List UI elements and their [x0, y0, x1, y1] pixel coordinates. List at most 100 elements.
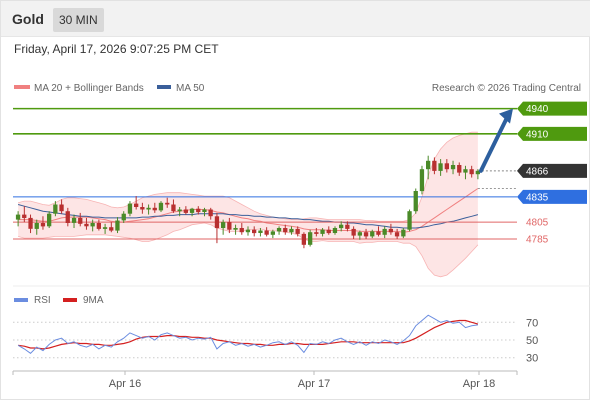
- candle-body: [202, 209, 207, 212]
- candle-body: [258, 230, 263, 233]
- candle-body: [463, 169, 468, 173]
- candle-body: [15, 214, 21, 220]
- candle-body: [134, 203, 139, 207]
- candle-body: [140, 207, 145, 210]
- level-tag-4866: [517, 163, 587, 178]
- candle-body: [376, 231, 381, 235]
- candle-body: [127, 203, 133, 214]
- candle-body: [270, 231, 275, 235]
- candle-body: [183, 209, 188, 213]
- ma20-legend-swatch: [14, 85, 30, 89]
- price-pane: 4940 4910 4866 4835 4805 4785: [13, 101, 587, 278]
- candle-body: [65, 211, 70, 223]
- candle-body: [407, 211, 412, 230]
- rsi-ma-legend-swatch: [63, 298, 77, 302]
- x-tick-label: Apr 16: [109, 378, 141, 390]
- candle-body: [413, 191, 418, 212]
- bollinger-band: [18, 132, 478, 277]
- candle-body: [59, 204, 64, 212]
- candle-body: [115, 220, 120, 231]
- candle-body: [475, 170, 480, 175]
- projection-arrow-shaft: [478, 113, 510, 173]
- ma50-legend-label: MA 50: [176, 83, 205, 94]
- candle-body: [146, 207, 151, 210]
- candle-body: [432, 160, 437, 171]
- candle-body: [438, 163, 443, 171]
- candle-body: [419, 169, 425, 192]
- candle-body: [264, 230, 269, 235]
- candle-body: [158, 202, 164, 211]
- x-tick-label: Apr 17: [298, 378, 330, 390]
- candle-body: [301, 233, 306, 245]
- candle-body: [189, 208, 195, 213]
- level-tag-4835: [517, 189, 587, 204]
- candle-body: [239, 228, 244, 233]
- candle-body: [326, 229, 331, 234]
- candle-body: [332, 228, 338, 233]
- timeframe-button[interactable]: 30 MIN: [53, 8, 104, 32]
- level-tag-4940: [517, 101, 587, 116]
- level-label-4910: 4910: [526, 129, 549, 140]
- instrument-title: Gold: [12, 11, 44, 27]
- candle-body: [450, 165, 456, 170]
- rsi-tick-label-50: 50: [526, 335, 538, 347]
- header-bar: Gold 30 MIN: [1, 1, 590, 37]
- candle-body: [102, 227, 108, 229]
- candle-body: [370, 231, 375, 237]
- candle-body: [394, 232, 400, 237]
- candle-body: [196, 208, 201, 213]
- candle-body: [357, 232, 362, 236]
- candle-body: [339, 224, 344, 229]
- candle-body: [71, 217, 77, 223]
- timestamp: Friday, April 17, 2026 9:07:25 PM CET: [14, 42, 219, 56]
- candle-body: [245, 229, 251, 233]
- rsi-line: [17, 314, 478, 354]
- candle-body: [96, 223, 101, 229]
- candle-body: [289, 228, 294, 233]
- candle-body: [295, 228, 300, 234]
- candle-body: [221, 222, 226, 228]
- candle-body: [444, 163, 449, 170]
- projection-arrow-head: [499, 108, 513, 124]
- rsi-legend-swatch: [14, 298, 28, 302]
- candle-body: [22, 214, 27, 218]
- candle-body: [401, 229, 406, 237]
- candle-body: [469, 169, 474, 175]
- candle-body: [109, 227, 114, 231]
- candle-body: [177, 209, 182, 212]
- candle-body: [208, 209, 213, 217]
- rsi-tick-label-30: 30: [526, 353, 538, 365]
- candle-body: [47, 213, 52, 227]
- ma50-legend-swatch: [157, 85, 171, 89]
- rsi-tick-label-70: 70: [526, 317, 538, 329]
- rsi-ma-line: [18, 319, 479, 350]
- candle-body: [388, 228, 393, 233]
- candle-body: [34, 223, 39, 229]
- x-axis: Apr 16 Apr 17 Apr 18: [12, 371, 518, 390]
- bollinger-upper-line: [17, 131, 478, 222]
- rsi-ma-legend-label: 9MA: [83, 295, 104, 306]
- x-tick-label: Apr 18: [463, 378, 495, 390]
- candle-body: [314, 232, 319, 234]
- ma20-legend-label: MA 20 + Bollinger Bands: [34, 83, 144, 94]
- level-label-4866: 4866: [526, 166, 549, 177]
- rsi-pane: 30 50 70: [13, 314, 538, 365]
- candle-body: [227, 222, 232, 230]
- candle-body: [233, 228, 238, 230]
- candle-body: [426, 160, 431, 170]
- candle-body: [252, 229, 257, 234]
- candle-body: [214, 216, 220, 229]
- rsi-legend-label: RSI: [34, 295, 51, 306]
- candle-body: [84, 223, 89, 227]
- level-label-4835: 4835: [526, 192, 549, 203]
- candle-body: [351, 228, 356, 236]
- candle-body: [363, 232, 369, 237]
- candle-body: [283, 228, 288, 233]
- level-label-4940: 4940: [526, 104, 549, 115]
- ma50-line: [17, 204, 479, 229]
- copyright-label: Research © 2026 Trading Central: [432, 83, 581, 94]
- candle-body: [121, 213, 126, 221]
- candle-body: [345, 224, 350, 229]
